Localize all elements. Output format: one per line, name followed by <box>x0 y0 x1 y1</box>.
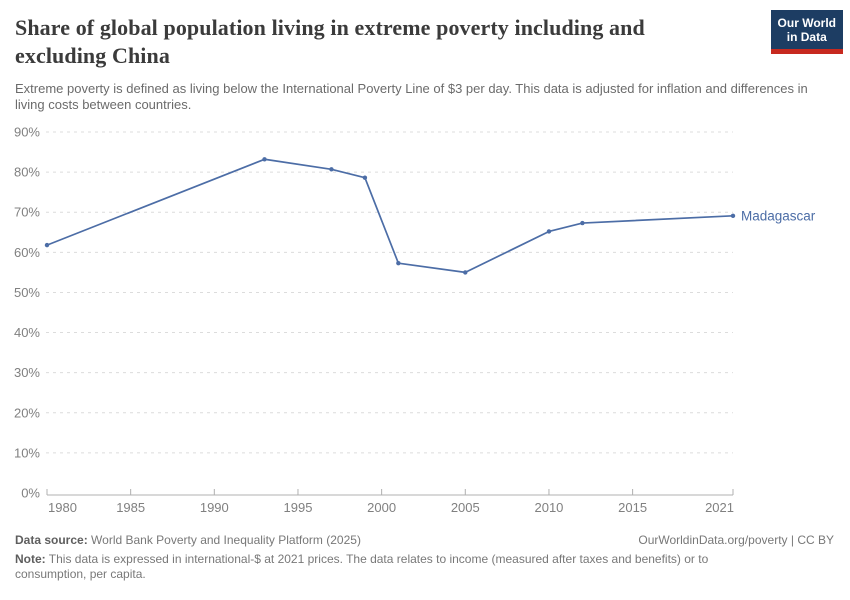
y-axis-tick-label: 0% <box>21 486 40 501</box>
data-source-line: Data source: World Bank Poverty and Ineq… <box>15 533 361 548</box>
owid-logo-line1: Our World <box>777 16 836 30</box>
chart-note: Note: This data is expressed in internat… <box>15 552 750 582</box>
owid-logo[interactable]: Our World in Data <box>770 10 843 54</box>
data-point-marker[interactable] <box>546 229 552 234</box>
y-axis-tick-label: 80% <box>14 165 40 180</box>
x-axis-tick-label: 2000 <box>367 500 396 515</box>
y-axis-tick-label: 90% <box>14 125 40 140</box>
data-point-marker[interactable] <box>463 270 468 275</box>
y-axis-tick-label: 20% <box>14 405 40 420</box>
data-point-marker[interactable] <box>396 260 401 266</box>
y-axis-tick-label: 70% <box>14 205 40 220</box>
x-axis-tick-label: 2021 <box>705 500 734 515</box>
owid-license-link[interactable]: OurWorldinData.org/poverty | CC BY <box>638 533 834 547</box>
y-axis-tick-label: 40% <box>14 325 40 340</box>
y-axis-tick-label: 50% <box>14 285 40 300</box>
note-label: Note: <box>15 552 46 566</box>
chart-header: Share of global population living in ext… <box>15 14 835 113</box>
note-text: This data is expressed in international-… <box>15 552 709 581</box>
data-point-marker[interactable] <box>262 157 267 162</box>
series-end-label[interactable]: Madagascar <box>741 208 816 223</box>
x-axis-tick-label: 2005 <box>451 500 480 515</box>
data-point-marker[interactable] <box>44 242 50 248</box>
page-title: Share of global population living in ext… <box>15 15 645 68</box>
data-source-text: World Bank Poverty and Inequality Platfo… <box>87 533 361 547</box>
y-axis-tick-label: 60% <box>14 245 40 260</box>
x-axis-tick-label: 1990 <box>200 500 229 515</box>
y-axis-tick-label: 30% <box>14 365 40 380</box>
x-axis-tick-label: 2010 <box>534 500 563 515</box>
x-axis-tick-label: 1985 <box>116 500 145 515</box>
x-axis-tick-label: 2015 <box>618 500 647 515</box>
data-point-marker[interactable] <box>362 175 368 180</box>
data-point-marker[interactable] <box>580 220 585 226</box>
madagascar-line[interactable] <box>46 158 734 274</box>
x-axis-tick-label: 1995 <box>284 500 313 515</box>
data-source-label: Data source: <box>15 533 88 547</box>
owid-logo-line2: in Data <box>786 30 827 44</box>
data-point-marker[interactable] <box>730 213 736 219</box>
x-axis-tick-label: 1980 <box>48 500 77 515</box>
y-axis-tick-label: 10% <box>14 445 40 460</box>
chart-footer: Data source: World Bank Poverty and Ineq… <box>15 533 834 582</box>
data-point-marker[interactable] <box>329 167 334 172</box>
chart-subtitle: Extreme poverty is defined as living bel… <box>15 81 808 112</box>
